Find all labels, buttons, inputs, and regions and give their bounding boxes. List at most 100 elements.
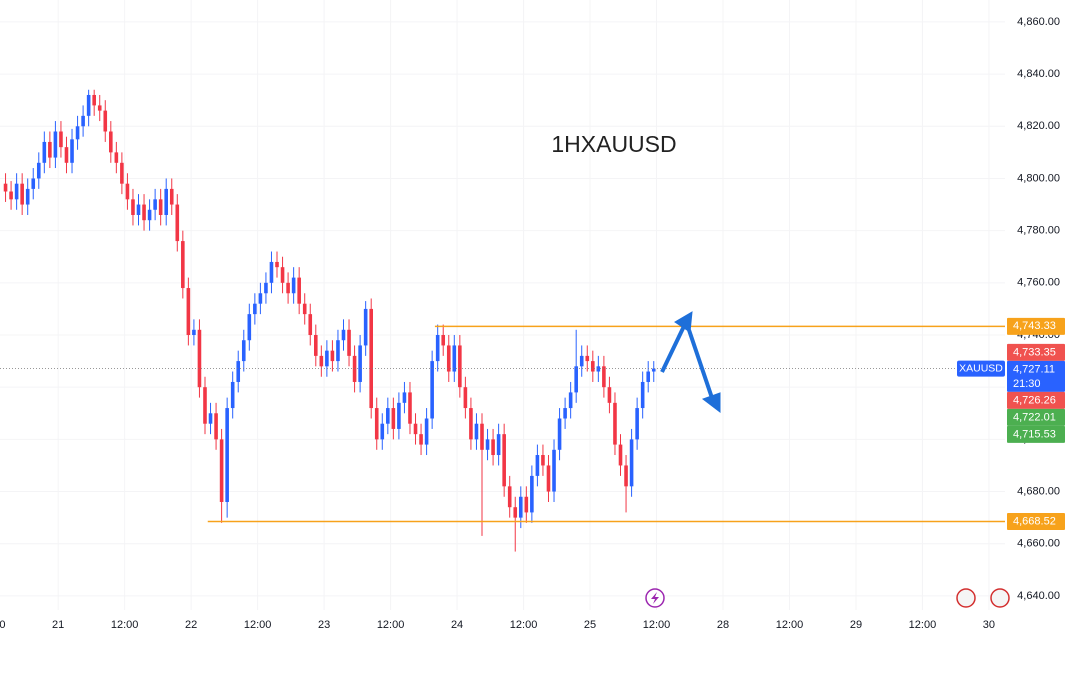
price-tag bbox=[1007, 513, 1065, 531]
candle-body bbox=[308, 314, 313, 336]
candle-body bbox=[230, 381, 235, 409]
candle-body bbox=[9, 191, 13, 200]
price-tag-label: 4,715.53 bbox=[1013, 428, 1056, 440]
candle-body bbox=[225, 408, 229, 502]
event-icon[interactable] bbox=[956, 588, 976, 608]
price-tag bbox=[1007, 360, 1065, 392]
symbol-tag-label: XAUUSD bbox=[959, 362, 1003, 374]
event-icon[interactable] bbox=[990, 588, 1010, 608]
x-tick-label: 12:00 bbox=[377, 619, 405, 631]
candle-body bbox=[14, 183, 19, 200]
candle-body bbox=[269, 261, 274, 283]
candle-body bbox=[480, 423, 484, 450]
candle-body bbox=[59, 131, 63, 148]
x-tick-label: 12:00 bbox=[776, 619, 804, 631]
candle-body bbox=[552, 449, 556, 492]
candle-body bbox=[413, 423, 418, 435]
candle-body bbox=[502, 434, 506, 487]
candle-body bbox=[247, 314, 252, 341]
candle-body bbox=[391, 408, 396, 429]
candle-body bbox=[53, 131, 58, 158]
y-tick-label: 4,840.00 bbox=[1017, 68, 1060, 80]
candle-body bbox=[336, 340, 340, 362]
candle-body bbox=[109, 131, 113, 153]
candle-body bbox=[435, 335, 440, 362]
countdown: 21:30 bbox=[1013, 378, 1041, 390]
candle-body bbox=[474, 423, 479, 440]
candle-body bbox=[86, 94, 91, 116]
candle-body bbox=[48, 141, 52, 158]
candle-body bbox=[591, 361, 595, 372]
candle-body bbox=[280, 267, 285, 283]
candle-body bbox=[142, 204, 146, 221]
candle-body bbox=[153, 199, 157, 210]
candle-body bbox=[319, 355, 324, 367]
candle-body bbox=[3, 183, 8, 192]
candle-body bbox=[518, 496, 523, 518]
y-tick-label: 4,680.00 bbox=[1017, 485, 1060, 497]
candle-body bbox=[258, 293, 263, 304]
candle-body bbox=[325, 350, 329, 367]
candle-body bbox=[424, 418, 429, 445]
candle-body bbox=[618, 444, 623, 466]
candle-body bbox=[103, 110, 108, 132]
candle-body bbox=[485, 439, 490, 450]
candle-body bbox=[203, 387, 207, 424]
candle-body bbox=[513, 507, 518, 518]
candle-body bbox=[208, 413, 213, 424]
candle-body bbox=[546, 465, 551, 492]
price-tag bbox=[1007, 343, 1065, 361]
y-tick-label: 4,760.00 bbox=[1017, 277, 1060, 289]
candle-body bbox=[441, 335, 446, 346]
candle-body bbox=[563, 408, 567, 419]
x-tick-label: 24 bbox=[451, 619, 463, 631]
x-tick-label: 12:00 bbox=[643, 619, 671, 631]
candle-body bbox=[131, 199, 135, 215]
candle-body bbox=[629, 439, 634, 487]
candle-body bbox=[97, 105, 102, 111]
candle-body bbox=[25, 188, 30, 205]
candle-body bbox=[186, 288, 191, 336]
candle-body bbox=[585, 355, 590, 362]
candle-body bbox=[507, 486, 512, 508]
candle-body bbox=[147, 209, 152, 221]
price-tag-label: 4,668.52 bbox=[1013, 515, 1056, 527]
candle-body bbox=[430, 361, 434, 419]
x-tick-label: 22 bbox=[185, 619, 197, 631]
price-tag bbox=[1007, 425, 1065, 443]
candle-body bbox=[380, 423, 385, 440]
candle-body bbox=[241, 340, 246, 362]
x-tick-label: 12:00 bbox=[111, 619, 139, 631]
candle-body bbox=[347, 329, 351, 356]
candle-body bbox=[602, 366, 606, 388]
candle-body bbox=[624, 465, 628, 487]
price-tag bbox=[1007, 408, 1065, 426]
event-icons bbox=[645, 588, 1010, 608]
candle-body bbox=[341, 329, 346, 341]
price-tag bbox=[1007, 317, 1065, 335]
candle-body bbox=[42, 141, 47, 163]
candle-body bbox=[158, 199, 163, 215]
candle-body bbox=[70, 139, 74, 163]
candle-body bbox=[452, 345, 457, 372]
arrow-head bbox=[674, 311, 693, 333]
candle-body bbox=[214, 413, 218, 440]
candle-body bbox=[175, 204, 180, 242]
candle-body bbox=[297, 277, 301, 304]
y-tick-label: 4,860.00 bbox=[1017, 16, 1060, 28]
candle-body bbox=[275, 261, 279, 268]
candle-body bbox=[181, 241, 185, 289]
candle-body bbox=[264, 282, 268, 294]
candle-body bbox=[31, 178, 36, 189]
event-bolt bbox=[651, 592, 659, 604]
candle-body bbox=[192, 329, 196, 336]
candle-body bbox=[386, 408, 390, 424]
candle-body bbox=[408, 392, 412, 424]
candle-body bbox=[374, 408, 379, 440]
y-tick-label: 4,660.00 bbox=[1017, 538, 1060, 550]
candle-body bbox=[530, 475, 534, 513]
price-tag bbox=[1007, 391, 1065, 409]
candle-body bbox=[219, 439, 224, 502]
candle-body bbox=[125, 183, 130, 200]
